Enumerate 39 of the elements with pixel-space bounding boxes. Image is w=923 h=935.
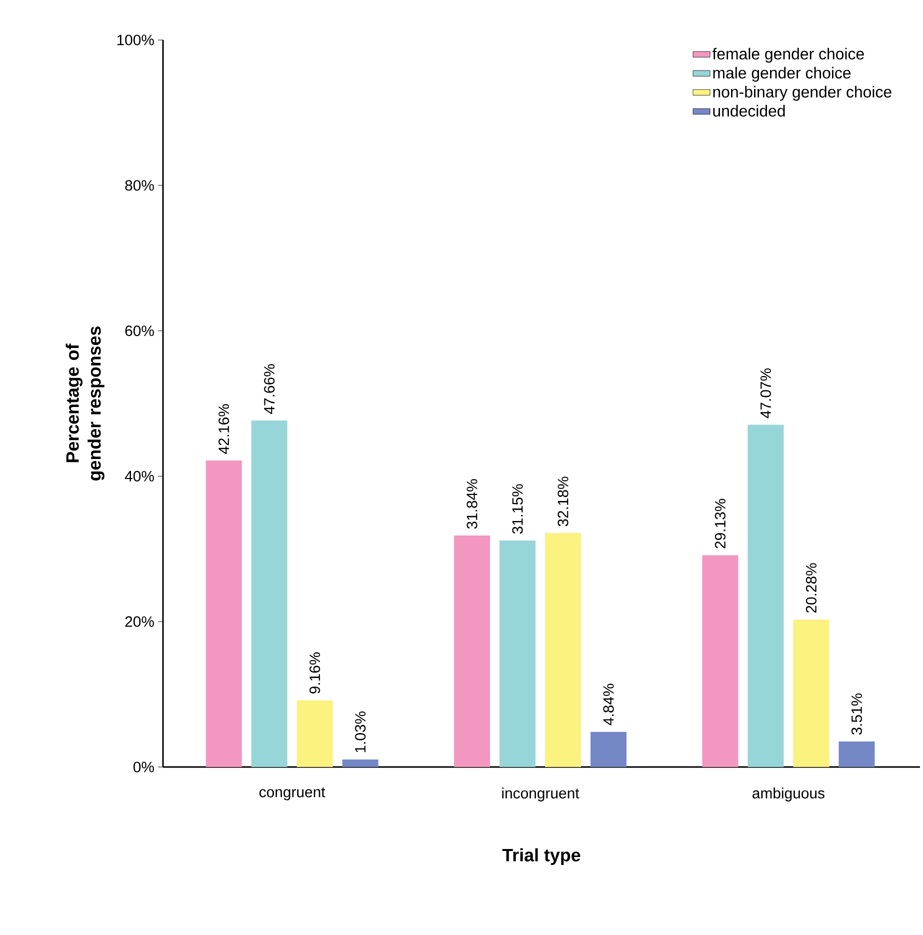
y-tick-label: 100% [117,34,154,46]
y-axis-title: Percentage of gender responses [66,326,104,480]
legend-label: female gender choice [712,48,864,63]
legend-label: undecided [713,104,785,117]
y-tick-label: 20% [125,616,154,627]
bar [251,420,288,767]
data-label: 47.07% [760,368,771,418]
bar [454,536,490,767]
x-tick-label: incongruent [502,788,580,802]
data-label: 4.84% [603,684,614,726]
data-label: 20.28% [806,563,816,613]
x-tick-label: ambiguous [752,788,824,802]
legend-label: non-binary gender choice [713,86,892,101]
data-label: 31.15% [512,484,523,534]
x-tick-label: congruent [259,788,326,800]
y-tick-label: 0% [133,762,154,772]
data-label: 3.51% [851,693,862,735]
data-label: 29.13% [714,498,726,548]
data-label: 31.84% [466,479,478,529]
bar [342,760,378,767]
y-tick-label: 80% [125,180,154,191]
bar [296,700,333,767]
bar [748,424,784,767]
data-label: 32.18% [558,476,568,526]
bar [702,555,738,767]
x-axis-title: Trial type [502,848,580,866]
bar [590,732,627,767]
bar [838,741,875,767]
y-tick-label: 40% [124,470,154,482]
data-label: 42.16% [218,404,230,454]
data-label: 1.03% [355,711,366,752]
legend-label: male gender choice [713,66,851,82]
bar [500,540,536,767]
bar [206,460,242,767]
bar [545,533,582,767]
bar [793,620,830,767]
data-label: 47.66% [264,364,275,414]
data-label: 9.16% [310,652,320,694]
y-tick-label: 60% [125,326,154,336]
